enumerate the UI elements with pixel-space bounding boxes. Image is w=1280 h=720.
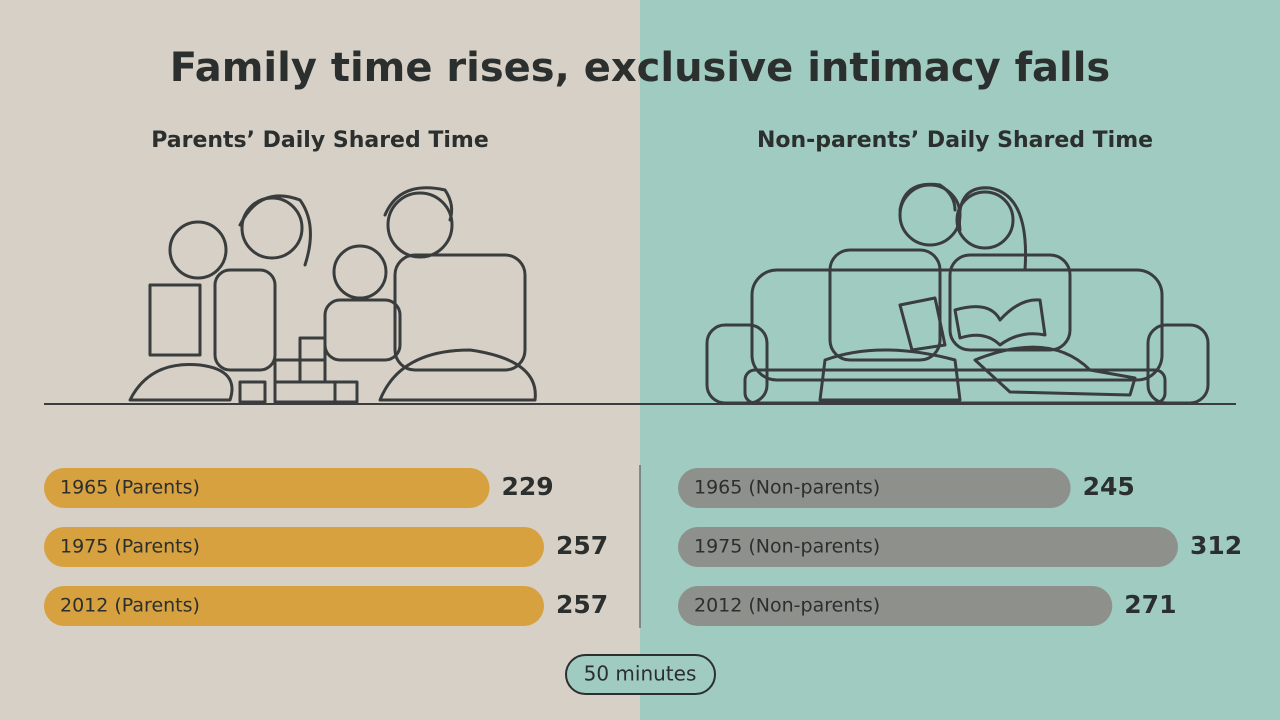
bar [678,586,1113,626]
bar-category-label: 2012 (Parents) [60,595,200,617]
value-label: 257 [556,590,608,619]
woman-legs [973,345,1137,397]
family-illustration [128,186,537,404]
child-head [168,220,228,280]
bar-category-label: 1965 (Parents) [60,477,200,499]
bar [678,468,1071,508]
man-legs [818,348,962,402]
girl-body [323,298,402,362]
mother-body [213,268,277,372]
block [333,380,359,404]
bar [678,527,1178,567]
book [953,298,1047,347]
father-hair [383,186,454,222]
father-legs [378,348,537,402]
girl-head [332,244,388,300]
child-legs [128,362,234,402]
value-label: 312 [1190,531,1242,560]
man-hair [898,182,957,212]
child-body [148,283,202,357]
chart-title: Parents’ Daily Shared Time [151,128,489,153]
bar-category-label: 2012 (Non-parents) [694,595,880,617]
book [898,296,947,352]
chart-title: Non-parents’ Daily Shared Time [757,128,1153,153]
bar-category-label: 1975 (Non-parents) [694,536,880,558]
woman-hair [957,186,1028,272]
value-label: 229 [502,472,554,501]
scale-label: 50 minutes [584,662,697,686]
value-label: 257 [556,531,608,560]
scale-pill [565,654,716,695]
couple-illustration [705,182,1210,405]
block [238,380,267,404]
father-head [386,191,454,259]
bar [44,468,490,508]
woman-head [955,190,1015,250]
value-label: 245 [1083,472,1135,501]
mother-hair [238,194,312,267]
block [298,336,327,362]
bar-category-label: 1965 (Non-parents) [694,477,880,499]
value-label: 271 [1124,590,1176,619]
father-body [393,253,527,372]
bar [44,586,544,626]
bar [44,527,544,567]
page-title: Family time rises, exclusive intimacy fa… [170,45,1110,91]
man-body [828,248,942,362]
bar-category-label: 1975 (Parents) [60,536,200,558]
